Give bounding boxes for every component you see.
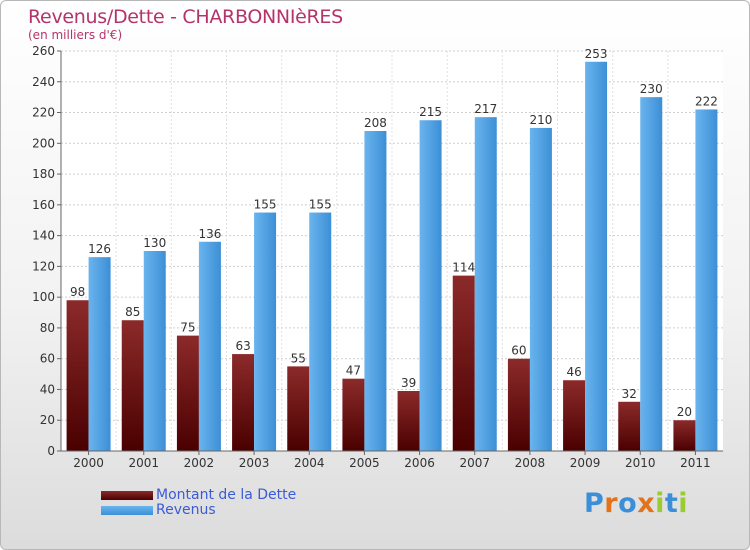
bar-revenus	[254, 212, 277, 451]
legend-swatch-dette	[101, 490, 153, 500]
data-label-dette: 60	[511, 344, 526, 358]
data-label-revenus: 253	[585, 47, 608, 61]
data-label-dette: 55	[291, 351, 306, 365]
bar-revenus	[529, 127, 552, 451]
bar-dette	[397, 391, 420, 451]
data-label-revenus: 126	[88, 242, 111, 256]
y-tick-label: 100	[32, 290, 55, 304]
x-tick-label: 2009	[570, 456, 601, 470]
data-label-dette: 32	[622, 387, 637, 401]
legend-item-dette: Montant de la Dette	[101, 487, 296, 503]
logo-letter: i	[655, 488, 665, 519]
data-label-revenus: 230	[640, 82, 663, 96]
proxiti-logo: Proxiti	[584, 488, 688, 519]
x-tick-label: 2010	[625, 456, 656, 470]
x-tick-label: 2005	[349, 456, 380, 470]
data-label-revenus: 155	[309, 198, 332, 212]
x-tick-label: 2002	[184, 456, 215, 470]
bar-revenus	[585, 61, 608, 452]
y-tick-label: 260	[32, 44, 55, 58]
chart-subtitle: (en milliers d'€)	[28, 28, 123, 42]
y-tick-label: 20	[40, 413, 55, 427]
x-tick-label: 2007	[459, 456, 490, 470]
data-label-revenus: 215	[419, 105, 442, 119]
data-label-revenus: 136	[198, 227, 221, 241]
data-label-dette: 20	[677, 405, 692, 419]
legend-label-dette: Montant de la Dette	[156, 487, 297, 503]
legend-swatch-revenus	[101, 505, 153, 515]
bar-dette	[563, 380, 586, 451]
y-tick-label: 0	[47, 444, 55, 458]
data-label-dette: 114	[452, 261, 475, 275]
bar-dette	[342, 378, 365, 451]
legend-item-revenus: Revenus	[101, 502, 216, 518]
logo-letter: o	[618, 488, 638, 519]
logo-letter: t	[664, 488, 679, 519]
x-tick-label: 2008	[515, 456, 546, 470]
bar-revenus	[143, 251, 166, 451]
data-label-dette: 39	[401, 376, 416, 390]
bar-dette	[66, 300, 89, 451]
data-label-revenus: 217	[474, 102, 497, 116]
bar-revenus	[88, 257, 111, 451]
y-tick-label: 120	[32, 259, 55, 273]
bar-dette	[176, 335, 199, 451]
bar-dette	[618, 401, 641, 451]
data-label-dette: 47	[346, 364, 361, 378]
bar-revenus	[474, 117, 497, 452]
x-tick-label: 2004	[294, 456, 325, 470]
logo-letter: x	[637, 488, 656, 519]
x-tick-label: 2000	[73, 456, 104, 470]
logo-letter: P	[584, 488, 605, 519]
y-tick-label: 80	[40, 321, 55, 335]
bar-revenus	[198, 241, 221, 451]
y-tick-label: 60	[40, 352, 55, 366]
bar-dette	[121, 320, 144, 451]
data-label-dette: 46	[566, 365, 581, 379]
y-tick-label: 240	[32, 75, 55, 89]
legend-label-revenus: Revenus	[156, 502, 216, 518]
data-label-dette: 63	[235, 339, 250, 353]
logo-letter: r	[604, 488, 619, 519]
data-label-dette: 85	[125, 305, 140, 319]
y-tick-label: 140	[32, 229, 55, 243]
chart-title: Revenus/Dette - CHARBONNIèRES	[28, 6, 343, 28]
bar-revenus	[309, 212, 332, 451]
y-tick-label: 220	[32, 106, 55, 120]
y-tick-label: 180	[32, 167, 55, 181]
data-label-revenus: 222	[695, 94, 718, 108]
y-tick-label: 200	[32, 136, 55, 150]
y-tick-label: 40	[40, 382, 55, 396]
bar-revenus	[640, 97, 663, 452]
data-label-revenus: 210	[529, 113, 552, 127]
logo-letter: i	[678, 488, 689, 519]
bar-dette	[452, 275, 475, 451]
x-tick-label: 2001	[128, 456, 159, 470]
bar-dette	[673, 420, 696, 451]
bar-dette	[507, 358, 530, 451]
data-label-dette: 98	[70, 285, 85, 299]
y-tick-label: 160	[32, 198, 55, 212]
data-label-revenus: 155	[254, 198, 277, 212]
x-tick-label: 2011	[680, 456, 711, 470]
data-label-revenus: 130	[143, 236, 166, 250]
bar-revenus	[695, 109, 718, 451]
bar-revenus	[364, 131, 387, 451]
bar-dette	[232, 354, 255, 451]
bar-dette	[287, 366, 310, 451]
data-label-dette: 75	[180, 321, 195, 335]
data-label-revenus: 208	[364, 116, 387, 130]
bar-revenus	[419, 120, 442, 451]
x-tick-label: 2006	[404, 456, 435, 470]
x-tick-label: 2003	[239, 456, 270, 470]
